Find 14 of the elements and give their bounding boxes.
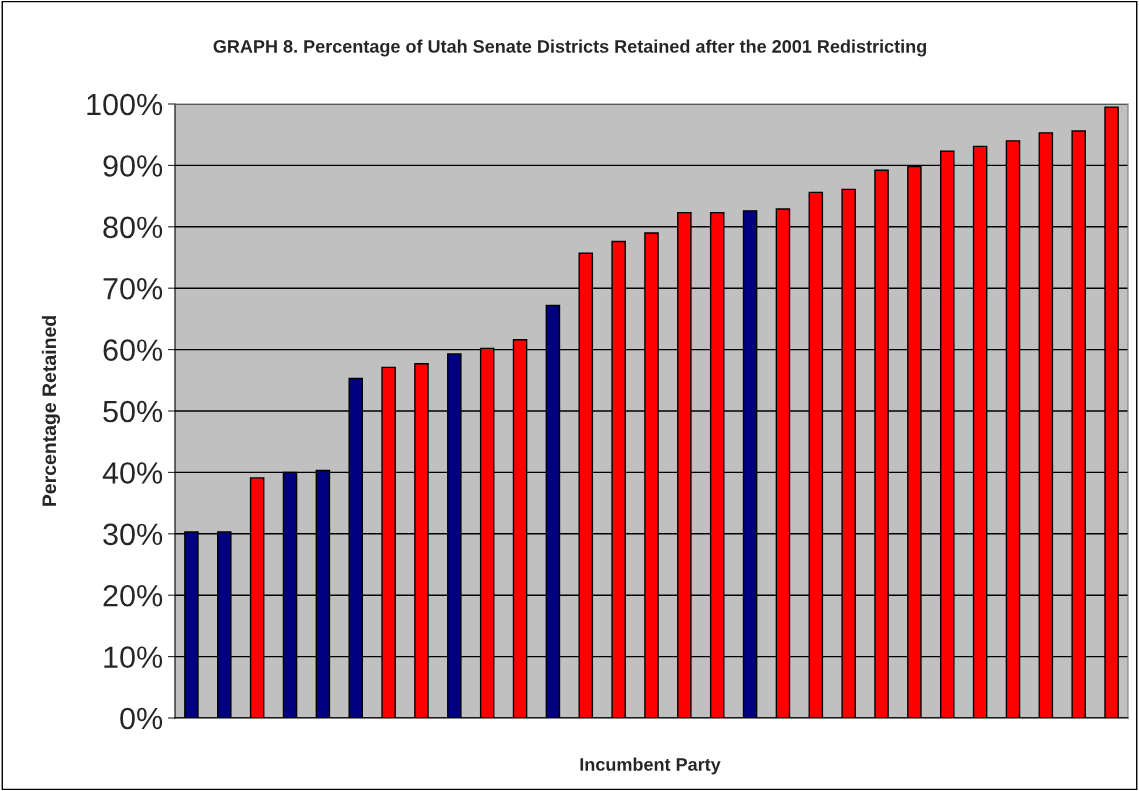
y-tick-label: 100% <box>87 93 163 116</box>
y-axis-title: Percentage Retained <box>41 316 61 506</box>
x-axis-title: Incumbent Party <box>580 757 721 775</box>
chart-title: GRAPH 8. Percentage of Utah Senate Districts Retained after the 2001 Redistricting <box>213 39 927 57</box>
y-tick-label: 90% <box>103 155 163 177</box>
y-tick-label: 30% <box>103 523 163 546</box>
y-tick-label: 60% <box>103 339 163 361</box>
y-tick-label: 50% <box>103 400 163 423</box>
y-tick-label: 80% <box>103 216 163 239</box>
y-tick-label: 0% <box>120 707 163 730</box>
y-tick-label: 40% <box>102 462 163 484</box>
y-tick-label: 20% <box>103 584 163 607</box>
y-tick-label: 10% <box>104 646 163 668</box>
y-tick-label: 70% <box>103 277 163 300</box>
